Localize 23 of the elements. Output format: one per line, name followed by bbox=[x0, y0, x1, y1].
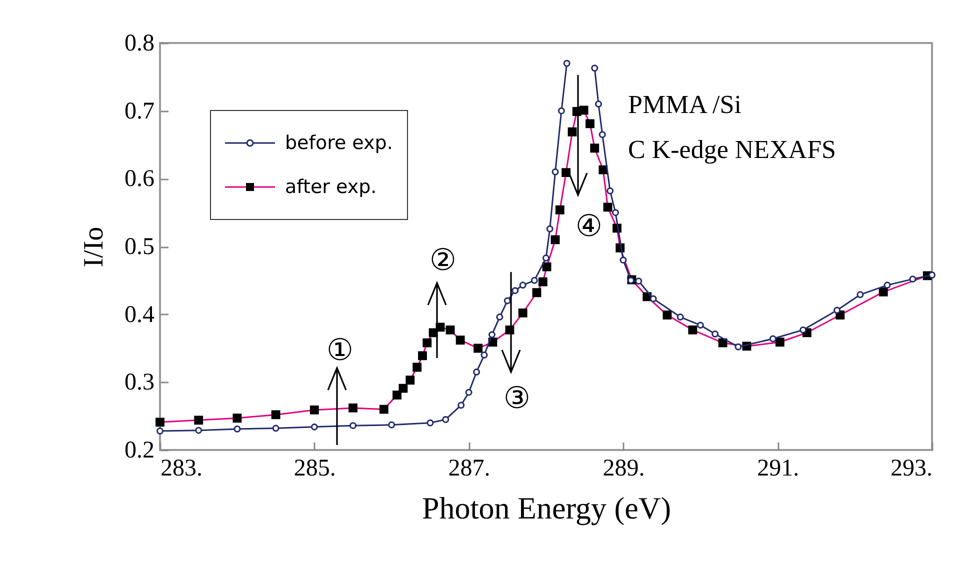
annotation: ② bbox=[430, 244, 456, 277]
x-tick-label: 287. bbox=[448, 456, 490, 482]
y-tick-label: 0.7 bbox=[124, 98, 154, 124]
x-tick-label: 291. bbox=[757, 456, 800, 482]
annotation: ④ bbox=[576, 210, 602, 243]
y-axis-title: I/Io bbox=[78, 226, 110, 268]
y-tick-label: 0.8 bbox=[124, 30, 154, 56]
annotation: PMMA /Si bbox=[628, 90, 742, 119]
x-axis-title: Photon Energy (eV) bbox=[422, 490, 672, 526]
x-tick-label: 283. bbox=[160, 456, 202, 482]
annotation: ① bbox=[326, 334, 354, 367]
y-tick-label: 0.5 bbox=[124, 234, 154, 260]
x-tick-label: 285. bbox=[294, 456, 336, 482]
y-tick-label: 0.6 bbox=[124, 166, 154, 192]
y-tick-label: 0.4 bbox=[124, 302, 154, 328]
y-tick-label: 0.3 bbox=[124, 370, 154, 396]
x-tick-label: 293. bbox=[890, 456, 932, 482]
y-tick-label: 0.2 bbox=[124, 438, 154, 464]
annotation: ③ bbox=[504, 382, 530, 415]
legend-label: before exp. bbox=[285, 132, 393, 154]
legend-label: after exp. bbox=[285, 176, 377, 198]
annotation: C K-edge NEXAFS bbox=[628, 135, 836, 164]
x-tick-label: 289. bbox=[602, 456, 645, 482]
